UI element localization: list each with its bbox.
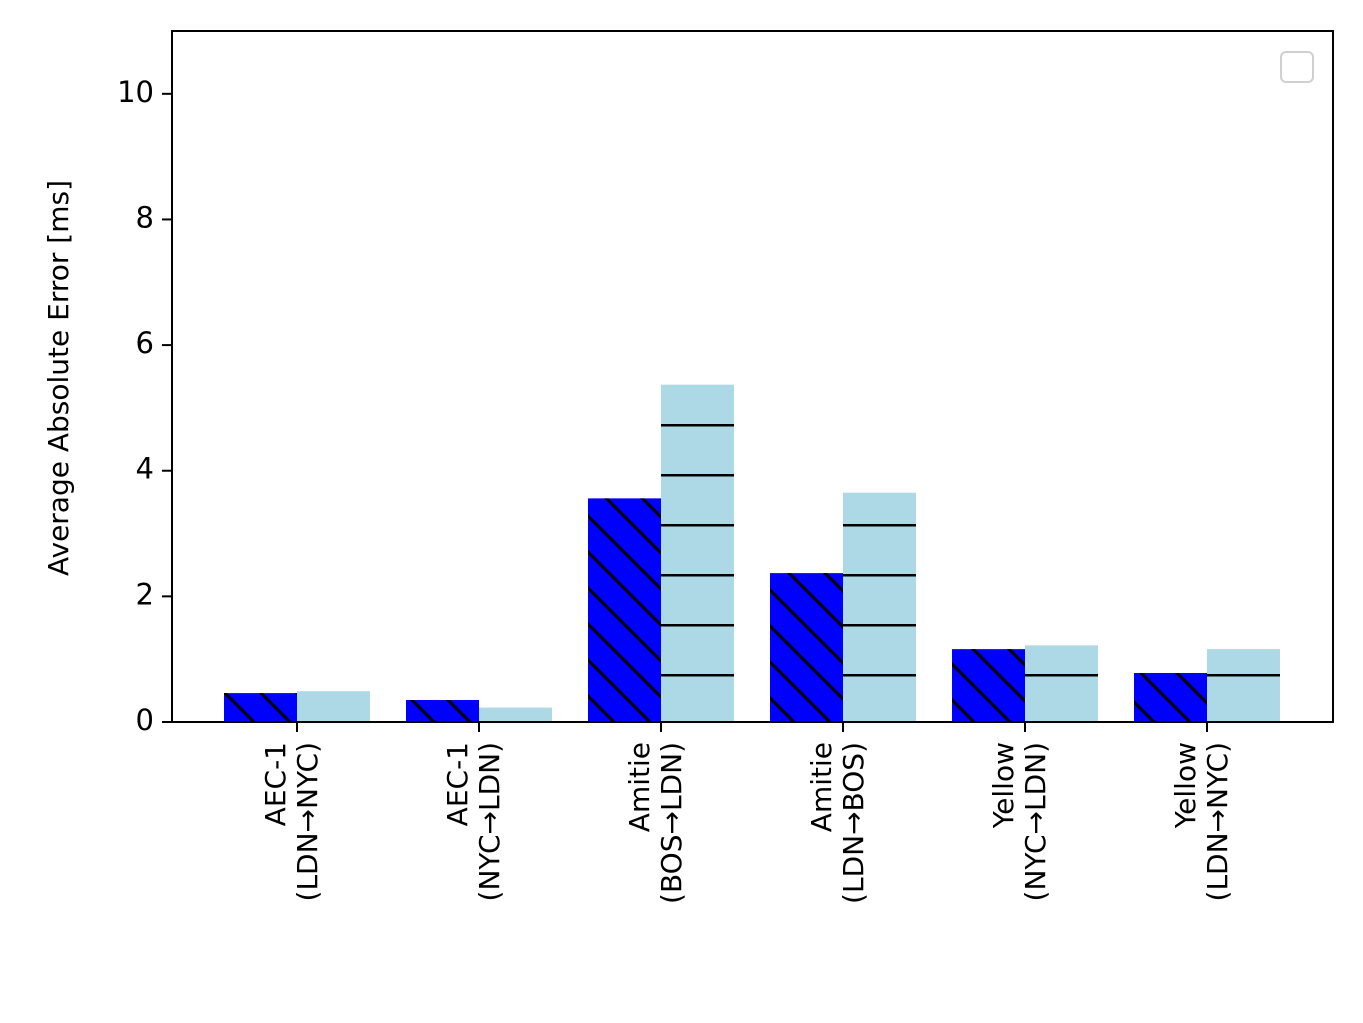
x-tick-label: AEC-1(LDN→NYC) [259, 742, 324, 901]
y-axis-label: Average Absolute Error [ms] [42, 180, 75, 576]
bar [843, 492, 916, 722]
bar-hatch [843, 492, 916, 722]
bar [588, 498, 661, 722]
x-tick-label: Amitie(BOS→LDN) [623, 742, 688, 904]
bar [1134, 673, 1207, 722]
bar [1207, 649, 1280, 722]
bar-hatch [406, 700, 479, 722]
y-tick-label: 4 [136, 452, 154, 486]
legend-box [1280, 51, 1314, 83]
bar [297, 691, 370, 722]
bar-hatch [224, 693, 297, 722]
bar-hatch [1207, 649, 1280, 722]
bar-hatch [297, 691, 370, 722]
x-tick-label: AEC-1(NYC→LDN) [441, 742, 506, 901]
x-tick-label: Yellow(NYC→LDN) [987, 742, 1052, 901]
x-tick-label: Amitie(LDN→BOS) [805, 742, 870, 904]
bar-hatch [479, 707, 552, 722]
bar [479, 707, 552, 722]
y-tick-label: 8 [136, 200, 154, 234]
bar [770, 573, 843, 722]
bar [952, 649, 1025, 722]
y-tick-label: 10 [117, 75, 154, 109]
x-tick-label: Yellow(LDN→NYC) [1169, 742, 1234, 901]
y-tick-label: 2 [136, 577, 154, 611]
bar [406, 700, 479, 722]
y-tick-label: 6 [136, 326, 154, 360]
bar-hatch [661, 384, 734, 722]
bar-hatch [952, 649, 1025, 722]
bar-hatch [588, 498, 661, 722]
bar [224, 693, 297, 722]
bar [1025, 645, 1098, 722]
y-tick-label: 0 [136, 703, 154, 737]
plot-frame [171, 30, 1334, 723]
bar-hatch [1025, 645, 1098, 722]
bar-hatch [1134, 673, 1207, 722]
bar [661, 384, 734, 722]
bar-hatch [770, 573, 843, 722]
